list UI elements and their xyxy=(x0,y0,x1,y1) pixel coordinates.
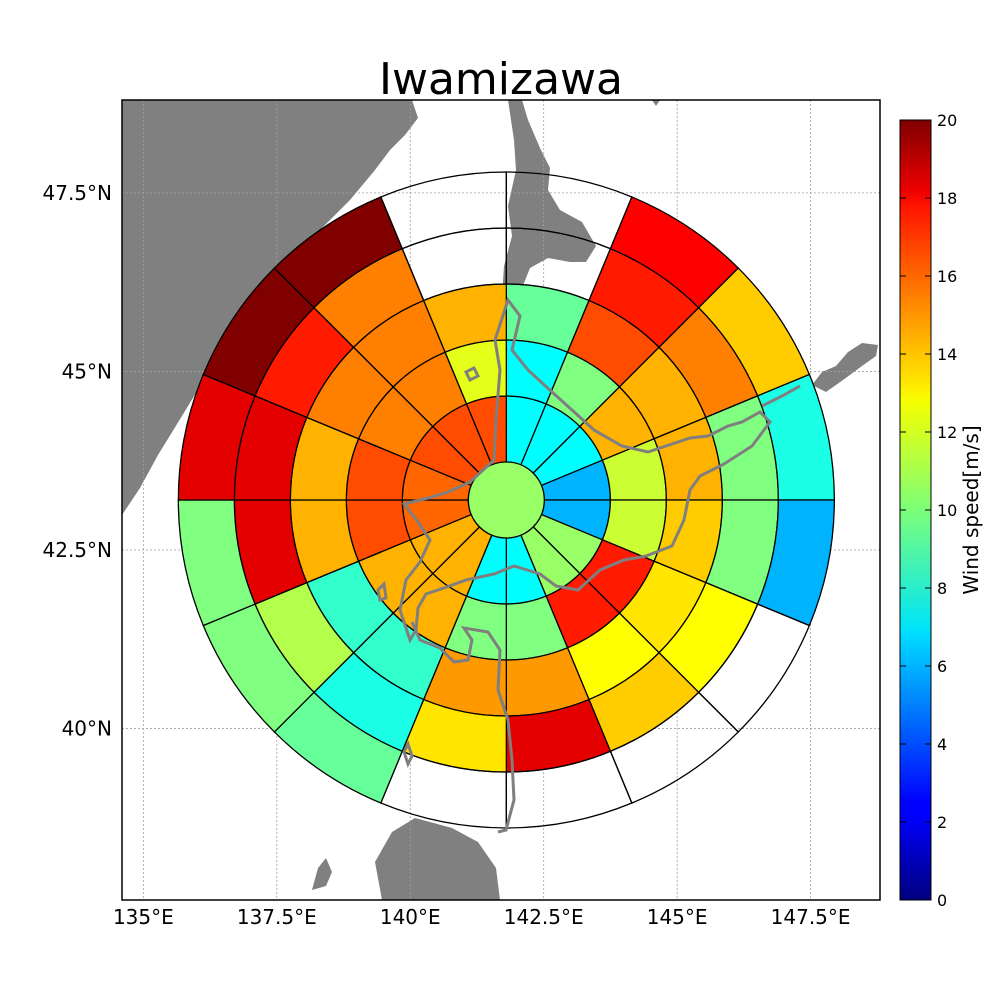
colorbar-tick-label: 16 xyxy=(937,267,957,286)
coastline-okushiri xyxy=(376,580,388,602)
y-tick-label: 45°N xyxy=(62,359,112,383)
x-tick-label: 140°E xyxy=(380,905,441,929)
land-honshu xyxy=(375,818,500,900)
map-area xyxy=(122,100,880,900)
rose-center-cell xyxy=(467,461,545,539)
land-sakhalin xyxy=(502,100,596,310)
rose-sector xyxy=(379,171,507,250)
colorbar-label: Wind speed[m/s] xyxy=(959,425,983,594)
colorbar-tick-label: 18 xyxy=(937,189,957,208)
x-tick-label: 135°E xyxy=(113,905,174,929)
x-tick-label: 137.5°E xyxy=(237,905,317,929)
x-tick-label: 142.5°E xyxy=(504,905,584,929)
colorbar-tick-label: 14 xyxy=(937,345,957,364)
chart-title: Iwamizawa xyxy=(379,54,623,105)
plot-frame xyxy=(121,99,881,901)
y-axis-ticks: 40°N 42.5°N 45°N 47.5°N xyxy=(43,181,113,741)
colorbar-tick-label: 0 xyxy=(937,891,947,910)
land-kurils-tip xyxy=(652,100,660,106)
colorbar-tick-label: 20 xyxy=(937,111,957,130)
wind-rose xyxy=(177,171,835,829)
colorbar-tick-label: 8 xyxy=(937,579,947,598)
land-sado-island xyxy=(312,858,332,890)
colorbar-tick-label: 6 xyxy=(937,657,947,676)
coastline-hokkaido xyxy=(398,296,772,644)
y-tick-label: 47.5°N xyxy=(43,181,113,205)
colorbar-ticks: 0 2 4 6 8 10 12 14 16 18 20 xyxy=(900,111,957,910)
coastline-oshima xyxy=(402,740,414,768)
colorbar: 0 2 4 6 8 10 12 14 16 18 20 Wind speed[m/s] xyxy=(899,111,983,910)
colorbar-tick-label: 12 xyxy=(937,423,957,442)
x-tick-label: 147.5°E xyxy=(771,905,851,929)
coastline-rishiri xyxy=(463,365,481,383)
coastline-kuril-overlay xyxy=(761,384,801,408)
x-tick-label: 145°E xyxy=(647,905,708,929)
x-axis-ticks: 135°E 137.5°E 140°E 142.5°E 145°E 147.5°E xyxy=(113,905,851,929)
hokkaido-coastline xyxy=(376,296,801,834)
colorbar-tick-label: 4 xyxy=(937,735,947,754)
y-tick-label: 40°N xyxy=(62,717,112,741)
colorbar-tick-label: 10 xyxy=(937,501,957,520)
coastline-tohoku xyxy=(410,621,516,834)
y-tick-label: 42.5°N xyxy=(43,538,113,562)
colorbar-tick-label: 2 xyxy=(937,813,947,832)
land-masses xyxy=(122,100,878,900)
land-kuril-islands xyxy=(812,343,878,392)
land-asia-mainland xyxy=(122,100,418,515)
